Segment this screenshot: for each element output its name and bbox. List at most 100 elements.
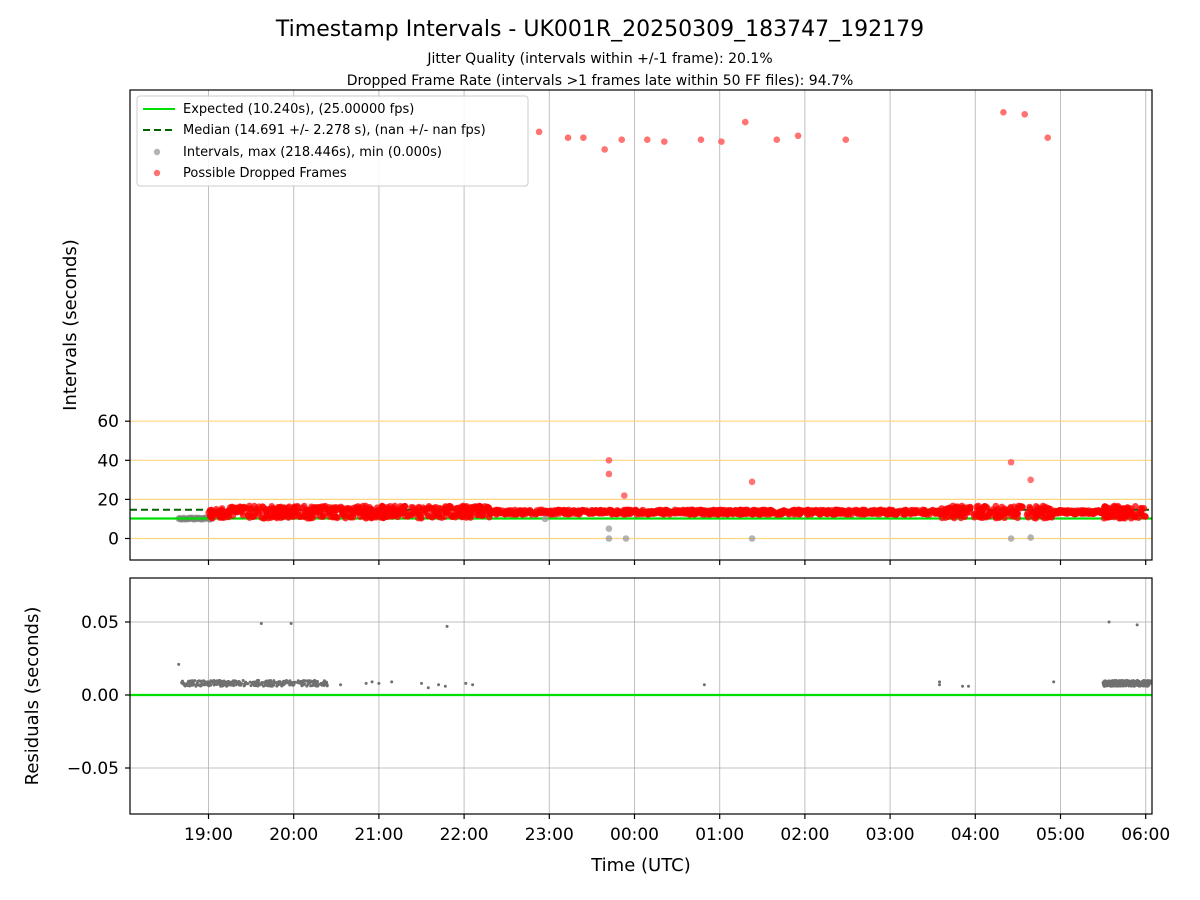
- dropped-frame-point: [1016, 504, 1024, 512]
- dropped-frame-point: [244, 511, 252, 519]
- residual-point: [1119, 679, 1123, 683]
- dropped-outlier-point: [773, 136, 781, 143]
- residual-point: [271, 682, 275, 686]
- residual-point: [443, 684, 447, 688]
- residuals-y-ticks: −0.05 0.00 0.05: [67, 613, 130, 779]
- dropped-frame-point: [720, 510, 727, 518]
- dropped-frame-point: [351, 510, 359, 518]
- interval-outlier-point: [1007, 535, 1015, 542]
- dropped-outlier-point: [1021, 110, 1029, 118]
- dropped-outlier-point: [620, 492, 628, 499]
- residual-point: [1134, 683, 1138, 687]
- dropped-frame-point: [784, 510, 792, 518]
- dropped-frame-point: [237, 507, 245, 514]
- residual-point: [287, 680, 291, 684]
- legend-dropped-swatch: [153, 169, 161, 177]
- intervals-y-axis-label: Intervals (seconds): [60, 239, 81, 411]
- residual-point: [224, 680, 228, 684]
- y-tick-label: 0: [108, 530, 119, 550]
- dropped-frame-point: [1099, 508, 1107, 515]
- legend-dropped-label: Possible Dropped Frames: [183, 166, 347, 181]
- dropped-frame-point: [286, 509, 293, 516]
- residual-point: [1135, 680, 1139, 684]
- residual-point: [1145, 682, 1149, 686]
- y-tick-label: 60: [97, 412, 119, 432]
- residual-point: [1143, 680, 1147, 684]
- dropped-frame-point: [385, 505, 393, 512]
- residual-point: [263, 681, 267, 685]
- dropped-frame-point: [320, 510, 328, 518]
- residual-point: [181, 680, 185, 684]
- residual-point: [1115, 681, 1119, 685]
- dropped-frame-point: [401, 512, 409, 520]
- residual-y-tick-label: −0.05: [67, 759, 119, 779]
- x-tick-label: 02:00: [780, 825, 829, 845]
- x-tick-label: 22:00: [440, 825, 489, 845]
- dropped-frame-point: [318, 503, 326, 510]
- chart-subtitle-jitter: Jitter Quality (intervals within +/-1 fr…: [426, 51, 772, 67]
- residual-point: [289, 621, 293, 625]
- dropped-frame-point: [370, 513, 377, 520]
- residual-point: [272, 679, 276, 683]
- dropped-frame-point: [1122, 505, 1129, 513]
- residual-point: [290, 680, 294, 684]
- x-tick-label: 05:00: [1036, 825, 1085, 845]
- x-tick-label: 03:00: [866, 825, 915, 845]
- dropped-frame-point: [294, 502, 301, 510]
- residual-point: [280, 681, 284, 685]
- residual-point: [1107, 680, 1111, 684]
- dropped-frame-point: [963, 508, 971, 516]
- y-tick-label: 40: [97, 451, 119, 471]
- x-tick-label: 19:00: [184, 825, 233, 845]
- residual-point: [305, 684, 309, 688]
- dropped-frame-point: [835, 509, 843, 517]
- dropped-frame-point: [501, 510, 509, 518]
- interval-outlier-point: [541, 515, 549, 523]
- dropped-frame-point: [1128, 508, 1135, 516]
- interval-outlier-point: [605, 525, 613, 533]
- dropped-frame-point: [875, 507, 883, 515]
- dropped-frame-point: [1111, 502, 1118, 510]
- dropped-frame-point: [230, 504, 238, 512]
- residual-point: [961, 684, 965, 688]
- dropped-frame-point: [727, 508, 734, 515]
- dropped-frame-point: [629, 508, 637, 516]
- dropped-frame-point: [822, 509, 829, 517]
- residuals-x-ticks: 19:00 20:00 21:00 22:00 23:00 00:00 01:00 02:00…: [184, 814, 1170, 845]
- x-tick-label: 00:00: [610, 825, 659, 845]
- dropped-frame-point: [971, 513, 978, 521]
- dropped-frame-point: [1001, 510, 1008, 518]
- dropped-outlier-point: [697, 136, 705, 143]
- dropped-frame-point: [297, 513, 305, 520]
- dropped-frame-point: [1105, 511, 1113, 518]
- residual-point: [232, 683, 236, 687]
- residual-point: [370, 680, 374, 684]
- dropped-frame-point: [1040, 508, 1047, 516]
- residual-point: [1118, 682, 1122, 686]
- residual-point: [966, 684, 970, 688]
- dropped-frame-point: [677, 507, 685, 514]
- residuals-axes-frame: [129, 577, 1153, 815]
- dropped-frame-point: [472, 503, 480, 510]
- residual-point: [266, 684, 270, 688]
- residual-point: [420, 681, 423, 685]
- residual-point: [1135, 623, 1139, 627]
- dropped-outlier-point: [535, 128, 543, 136]
- dropped-outlier-point: [1007, 458, 1015, 466]
- residual-point: [201, 679, 205, 683]
- dropped-frame-point: [456, 508, 463, 516]
- legend-intervals-label: Intervals, max (218.446s), min (0.000s): [183, 145, 442, 160]
- dropped-frame-point: [432, 503, 440, 511]
- dropped-frame-point: [561, 507, 569, 514]
- dropped-frame-point: [207, 511, 214, 519]
- x-tick-label: 20:00: [269, 825, 318, 845]
- dropped-frame-point: [1011, 510, 1019, 518]
- residual-point: [274, 681, 278, 685]
- x-tick-label: 23:00: [525, 825, 574, 845]
- residual-point: [183, 683, 187, 687]
- residual-y-tick-label: 0.05: [81, 613, 119, 633]
- dropped-frame-point: [1120, 512, 1128, 520]
- residual-point: [390, 680, 394, 684]
- interval-outlier-point: [748, 535, 756, 542]
- dropped-frame-point: [255, 510, 263, 518]
